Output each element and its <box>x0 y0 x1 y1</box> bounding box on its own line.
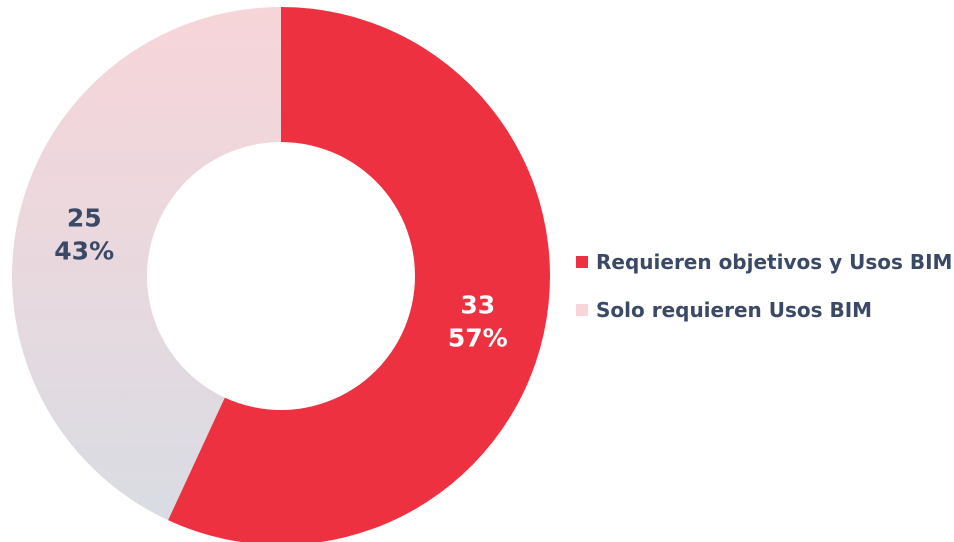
legend-swatch-icon <box>576 304 588 316</box>
legend-label: Requieren objetivos y Usos BIM <box>596 250 953 274</box>
chart-slice-label-1: 25 43% <box>54 204 114 266</box>
slice-value-label: 33 <box>460 290 495 319</box>
slice-percent-label: 57% <box>448 323 508 352</box>
chart-slice-1[interactable] <box>11 7 282 521</box>
chart-slice-label-0: 33 57% <box>448 290 508 352</box>
chart-legend: Requieren objetivos y Usos BIM Solo requ… <box>576 238 952 334</box>
legend-item-solo-usos[interactable]: Solo requieren Usos BIM <box>576 286 952 334</box>
legend-item-requieren-objetivos[interactable]: Requieren objetivos y Usos BIM <box>576 238 952 286</box>
legend-swatch-icon <box>576 256 588 268</box>
chart-slices <box>11 7 550 542</box>
slice-percent-label: 43% <box>54 237 114 266</box>
slice-value-label: 25 <box>67 204 102 233</box>
legend-label: Solo requieren Usos BIM <box>596 298 873 322</box>
chart-slice-labels: 33 57%25 43% <box>54 204 507 353</box>
chart-slice-0[interactable] <box>168 7 550 542</box>
